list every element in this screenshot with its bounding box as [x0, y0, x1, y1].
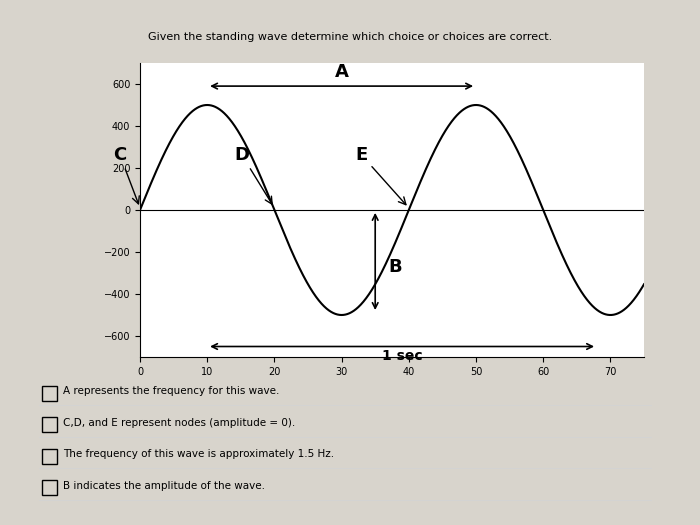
Text: C,D, and E represent nodes (amplitude = 0).: C,D, and E represent nodes (amplitude = …: [63, 417, 295, 428]
Text: A represents the frequency for this wave.: A represents the frequency for this wave…: [63, 386, 279, 396]
Text: E: E: [355, 145, 406, 205]
Text: B indicates the amplitude of the wave.: B indicates the amplitude of the wave.: [63, 480, 265, 491]
Text: D: D: [234, 145, 272, 204]
Text: C: C: [113, 145, 139, 204]
Text: B: B: [389, 258, 402, 276]
Text: The frequency of this wave is approximately 1.5 Hz.: The frequency of this wave is approximat…: [63, 449, 334, 459]
Text: Given the standing wave determine which choice or choices are correct.: Given the standing wave determine which …: [148, 32, 552, 41]
Text: A: A: [335, 63, 349, 81]
Text: 1 sec: 1 sec: [382, 349, 422, 363]
